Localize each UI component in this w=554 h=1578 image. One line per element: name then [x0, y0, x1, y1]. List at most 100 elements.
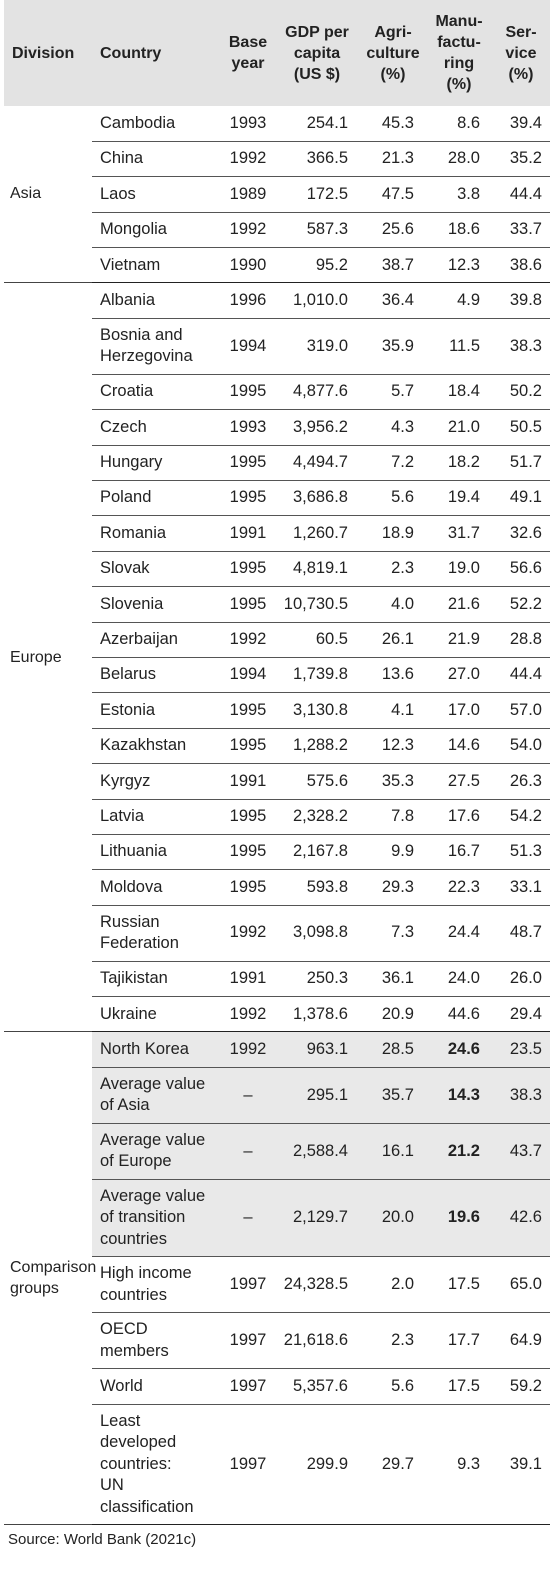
table-row: Tajikistan 1991 250.3 36.1 24.0 26.0 — [4, 961, 550, 998]
table-row: Estonia 1995 3,130.8 4.1 17.0 57.0 — [4, 692, 550, 729]
gdp-cell: 2,328.2 — [274, 799, 360, 835]
agriculture-cell: 4.0 — [360, 586, 426, 623]
country-cell: Croatia — [92, 374, 222, 411]
header-manufacturing: Manu- factu- ring (%) — [426, 0, 492, 106]
manufacturing-cell: 16.7 — [426, 834, 492, 871]
manufacturing-cell: 19.6 — [426, 1179, 492, 1258]
manufacturing-cell: 17.7 — [426, 1312, 492, 1370]
gdp-cell: 95.2 — [274, 247, 360, 284]
service-cell: 23.5 — [492, 1031, 550, 1068]
country-cell: Azerbaijan — [92, 622, 222, 658]
service-cell: 42.6 — [492, 1179, 550, 1258]
table-row: Least developed countries: UN classifica… — [4, 1404, 550, 1526]
base-year-cell: – — [222, 1179, 274, 1258]
agriculture-cell: 38.7 — [360, 247, 426, 284]
base-year-cell: 1995 — [222, 374, 274, 411]
gdp-cell: 24,328.5 — [274, 1256, 360, 1314]
service-cell: 52.2 — [492, 586, 550, 623]
header-gdp-per-capita: GDP per capita (US $) — [274, 0, 360, 106]
gdp-cell: 172.5 — [274, 176, 360, 213]
service-cell: 35.2 — [492, 141, 550, 178]
base-year-cell: 1992 — [222, 905, 274, 962]
base-year-cell: 1997 — [222, 1368, 274, 1405]
table-row: Ukraine 1992 1,378.6 20.9 44.6 29.4 — [4, 996, 550, 1033]
agriculture-cell: 35.9 — [360, 318, 426, 375]
manufacturing-cell: 21.6 — [426, 586, 492, 623]
manufacturing-cell: 27.5 — [426, 763, 492, 800]
country-cell: World — [92, 1368, 222, 1405]
base-year-cell: 1997 — [222, 1404, 274, 1526]
country-cell: Slovenia — [92, 586, 222, 623]
country-cell: Laos — [92, 176, 222, 213]
gdp-cell: 299.9 — [274, 1404, 360, 1526]
country-cell: Average value of Europe — [92, 1123, 222, 1180]
header-service: Ser- vice (%) — [492, 0, 550, 106]
table-row: High income countries 1997 24,328.5 2.0 17.5… — [4, 1256, 550, 1314]
manufacturing-cell: 27.0 — [426, 657, 492, 694]
table-row: Average value of Europe –2,588.4 16.1 21.2 4… — [4, 1123, 550, 1180]
manufacturing-cell: 24.4 — [426, 905, 492, 962]
gdp-cell: 3,130.8 — [274, 692, 360, 729]
country-cell: Hungary — [92, 445, 222, 482]
base-year-cell: 1994 — [222, 318, 274, 375]
country-cell: Czech — [92, 409, 222, 446]
service-cell: 44.4 — [492, 657, 550, 694]
base-year-cell: 1995 — [222, 869, 274, 906]
manufacturing-cell: 21.2 — [426, 1123, 492, 1180]
agriculture-cell: 36.1 — [360, 961, 426, 998]
table-row: Hungary 1995 4,494.7 7.2 18.2 51.7 — [4, 445, 550, 482]
agriculture-cell: 20.0 — [360, 1179, 426, 1258]
table-row: Croatia 1995 4,877.6 5.7 18.4 50.2 — [4, 374, 550, 411]
manufacturing-cell: 17.6 — [426, 799, 492, 835]
country-cell: China — [92, 141, 222, 178]
gdp-cell: 4,819.1 — [274, 551, 360, 588]
manufacturing-cell: 17.5 — [426, 1368, 492, 1405]
gdp-cell: 575.6 — [274, 763, 360, 800]
gdp-cell: 3,098.8 — [274, 905, 360, 962]
manufacturing-cell: 18.4 — [426, 374, 492, 411]
service-cell: 54.0 — [492, 728, 550, 765]
table-row: Average value of transition countries –2,… — [4, 1179, 550, 1258]
base-year-cell: 1997 — [222, 1312, 274, 1370]
country-cell: OECD members — [92, 1312, 222, 1370]
service-cell: 39.8 — [492, 282, 550, 319]
base-year-cell: 1992 — [222, 141, 274, 178]
service-cell: 59.2 — [492, 1368, 550, 1405]
table-row: Azerbaijan 1992 60.5 26.1 21.9 28.8 — [4, 622, 550, 658]
table-row: Kazakhstan 1995 1,288.2 12.3 14.6 54.0 — [4, 728, 550, 765]
table-row: Kyrgyz 1991 575.6 35.3 27.5 26.3 — [4, 763, 550, 800]
base-year-cell: 1995 — [222, 692, 274, 729]
header-country: Country — [92, 0, 222, 106]
table-row: Slovak 1995 4,819.1 2.3 19.0 56.6 — [4, 551, 550, 588]
gdp-cell: 2,129.7 — [274, 1179, 360, 1258]
service-cell: 28.8 — [492, 622, 550, 658]
table-row: Vietnam 1990 95.2 38.7 12.3 38.6 — [4, 247, 550, 284]
gdp-cell: 1,739.8 — [274, 657, 360, 694]
agriculture-cell: 4.3 — [360, 409, 426, 446]
gdp-cell: 587.3 — [274, 212, 360, 249]
table-row: Laos 1989 172.5 47.5 3.8 44.4 — [4, 176, 550, 213]
base-year-cell: 1994 — [222, 657, 274, 694]
agriculture-cell: 28.5 — [360, 1031, 426, 1068]
table-row: Lithuania 1995 2,167.8 9.9 16.7 51.3 — [4, 834, 550, 871]
manufacturing-cell: 21.9 — [426, 622, 492, 658]
agriculture-cell: 47.5 — [360, 176, 426, 213]
service-cell: 39.1 — [492, 1404, 550, 1526]
service-cell: 39.4 — [492, 106, 550, 142]
base-year-cell: 1992 — [222, 996, 274, 1033]
gdp-cell: 21,618.6 — [274, 1312, 360, 1370]
agriculture-cell: 5.7 — [360, 374, 426, 411]
manufacturing-cell: 19.4 — [426, 480, 492, 517]
country-cell: Bosnia and Herzegovina — [92, 318, 222, 375]
manufacturing-cell: 24.0 — [426, 961, 492, 998]
header-base-year: Base year — [222, 0, 274, 106]
manufacturing-cell: 11.5 — [426, 318, 492, 375]
base-year-cell: 1995 — [222, 445, 274, 482]
division-cell: Asia — [4, 106, 92, 284]
table-row: Europe Albania 1996 1,010.0 36.4 4.9 39.8 — [4, 282, 550, 1033]
table-row: Mongolia 1992 587.3 25.6 18.6 33.7 — [4, 212, 550, 249]
country-cell: Estonia — [92, 692, 222, 729]
manufacturing-cell: 21.0 — [426, 409, 492, 446]
service-cell: 65.0 — [492, 1256, 550, 1314]
